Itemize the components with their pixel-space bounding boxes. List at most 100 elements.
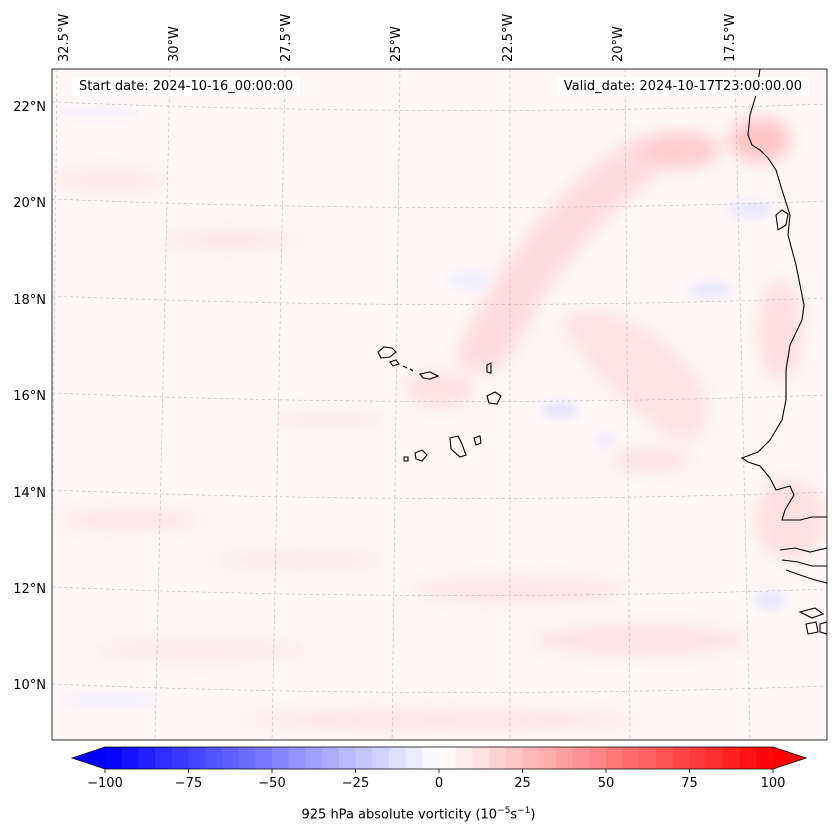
colorbar-tick-label: 25 — [514, 776, 531, 791]
coast-banc-d-arguin — [775, 209, 789, 231]
meridian — [624, 69, 631, 740]
island-sao-nicolau — [419, 371, 440, 380]
colorbar-ticks: −100 −75 −50 −25 0 25 50 75 100 — [87, 769, 785, 791]
start-date-label: Start date: 2024-10-16_00:00:00 — [72, 77, 301, 96]
colorbar-cell — [221, 747, 239, 769]
colorbar-cell — [572, 747, 590, 769]
lat-label: 20°N — [13, 196, 46, 211]
colorbar-tick-label: −100 — [87, 776, 123, 791]
vorticity-max-coast — [730, 118, 790, 162]
vorticity-band-ne — [455, 135, 690, 374]
vorticity-band-e — [560, 309, 708, 441]
vorticity-streak-5 — [410, 576, 630, 604]
colorbar-cell — [338, 747, 356, 769]
colorbar-cell — [205, 747, 223, 769]
colorbar-cell — [706, 747, 724, 769]
lat-label: 12°N — [13, 582, 46, 597]
vorticity-max-islands — [405, 372, 475, 408]
island-maio — [473, 435, 482, 446]
coast-bijagos-3 — [819, 621, 827, 635]
parallel — [52, 101, 827, 111]
vorticity-min-8 — [60, 106, 140, 118]
colorbar-cell — [722, 747, 740, 769]
vorticity-min-7 — [448, 270, 492, 290]
vorticity-streak-6 — [90, 636, 310, 664]
cape-verde-islands — [377, 346, 502, 462]
parallel — [52, 586, 827, 596]
colorbar-tick-label: 50 — [598, 776, 615, 791]
island-islet — [409, 368, 414, 372]
island-brava — [403, 456, 409, 462]
colorbar-tick-label: 0 — [435, 776, 443, 791]
colorbar-cell — [188, 747, 206, 769]
colorbar-extend-high — [773, 747, 806, 769]
lon-label: 20°W — [611, 26, 626, 62]
parallel — [52, 392, 827, 402]
vorticity-streak-9 — [610, 448, 690, 472]
island-santa-luzia — [402, 365, 408, 369]
colorbar-label: 925 hPa absolute vorticity (10−5s−1) — [0, 806, 837, 822]
vorticity-min-6 — [60, 694, 160, 706]
lon-label: 27.5°W — [279, 14, 294, 62]
colorbar-label-close: ) — [530, 807, 536, 823]
colorbar: −100 −75 −50 −25 0 25 50 75 100 — [70, 746, 808, 791]
lon-label: 22.5°W — [501, 14, 516, 62]
vorticity-streak-8 — [240, 708, 640, 732]
colorbar-cell — [439, 747, 457, 769]
colorbar-tick-label: 75 — [681, 776, 698, 791]
colorbar-cell — [272, 747, 290, 769]
colorbar-cell — [171, 747, 189, 769]
vorticity-min-1 — [542, 402, 578, 418]
coast-mauritania-senegal — [740, 69, 827, 521]
lat-label: 14°N — [13, 486, 46, 501]
colorbar-cell — [155, 747, 173, 769]
colorbar-cell — [138, 747, 156, 769]
colorbar-cell — [589, 747, 607, 769]
colorbar-cell — [238, 747, 256, 769]
island-fogo — [414, 449, 428, 462]
parallel — [52, 683, 827, 693]
coast-bijagos-2 — [805, 621, 819, 635]
parallel — [52, 489, 827, 499]
colorbar-cell — [322, 747, 340, 769]
island-santiago — [449, 435, 467, 458]
coast-bijagos-1 — [798, 607, 825, 619]
colorbar-label-exp1: −5 — [497, 806, 511, 816]
african-coastline — [740, 69, 827, 635]
lon-label: 32.5°W — [57, 14, 72, 62]
vorticity-streak-2 — [160, 228, 300, 252]
vorticity-min-2 — [728, 202, 772, 218]
colorbar-tick-label: −75 — [175, 776, 202, 791]
lat-label: 10°N — [13, 678, 46, 693]
coast-casamance — [781, 559, 827, 567]
colorbar-cell — [355, 747, 373, 769]
colorbar-cell — [606, 747, 624, 769]
map-frame — [51, 68, 828, 741]
island-sao-vicente — [389, 359, 400, 367]
island-santo-antao — [377, 346, 397, 359]
vorticity-min-5 — [756, 590, 784, 610]
coast-gambia — [779, 547, 827, 553]
vorticity-streak-10 — [270, 410, 390, 430]
vorticity-streak-4 — [210, 548, 390, 572]
parallel — [52, 295, 827, 305]
vorticity-min-3 — [688, 282, 732, 298]
graticule — [52, 69, 827, 740]
lon-label: 30°W — [167, 26, 182, 62]
colorbar-cell — [672, 747, 690, 769]
vorticity-streak-7 — [530, 624, 750, 656]
colorbar-cell — [489, 747, 507, 769]
colorbar-cell — [756, 747, 774, 769]
colorbar-label-mid: s — [510, 807, 518, 823]
longitude-labels: 32.5°W 30°W 27.5°W 25°W 22.5°W 20°W 17.5… — [57, 14, 738, 62]
lat-label: 16°N — [13, 389, 46, 404]
colorbar-cell — [539, 747, 557, 769]
lon-label: 25°W — [389, 26, 404, 62]
colorbar-cell — [555, 747, 573, 769]
valid-date-label: Valid_date: 2024-10-17T23:00:00.00 — [556, 77, 809, 96]
vorticity-field — [52, 106, 825, 732]
meridian — [271, 69, 286, 740]
colorbar-cells — [105, 747, 774, 769]
colorbar-cell — [255, 747, 273, 769]
coast-guinea-bissau — [785, 569, 827, 584]
